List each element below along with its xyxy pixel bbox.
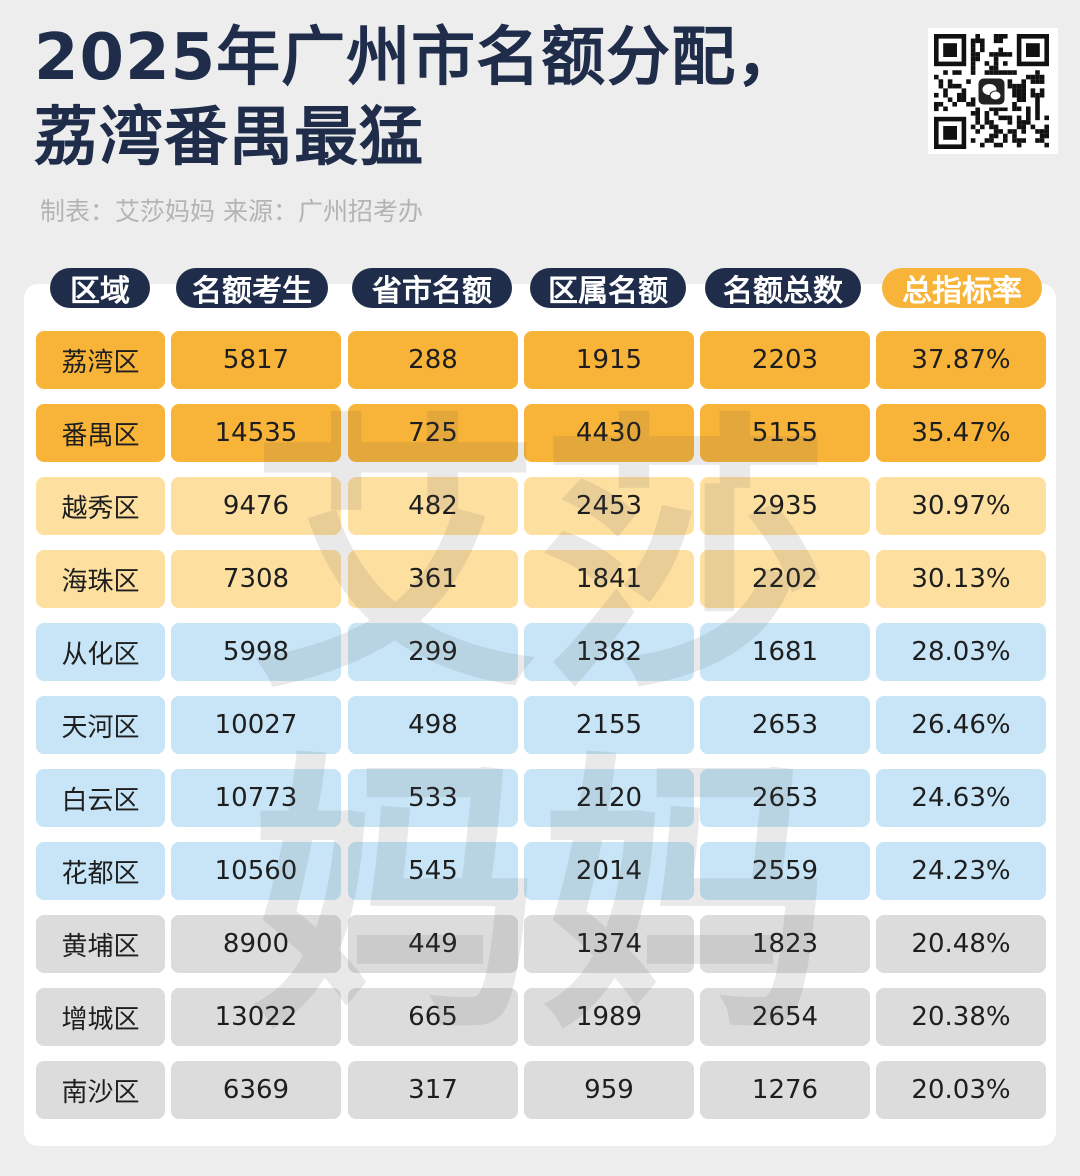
- cell-region: 海珠区: [36, 550, 165, 608]
- cell-provincial-quota: 545: [348, 842, 518, 900]
- cell-quota-rate: 24.63%: [876, 769, 1046, 827]
- source-credit: 制表：艾莎妈妈 来源：广州招考办: [40, 197, 423, 226]
- cell-total-quota: 2654: [700, 988, 870, 1046]
- cell-provincial-quota: 482: [348, 477, 518, 535]
- cell-provincial-quota: 533: [348, 769, 518, 827]
- cell-district-quota: 1915: [524, 331, 694, 389]
- cell-provincial-quota: 317: [348, 1061, 518, 1119]
- cell-total-quota: 1276: [700, 1061, 870, 1119]
- header-district-quota: 区属名额: [530, 268, 686, 309]
- cell-provincial-quota: 665: [348, 988, 518, 1046]
- cell-quota-rate: 24.23%: [876, 842, 1046, 900]
- cell-quota-rate: 20.38%: [876, 988, 1046, 1046]
- cell-total-quota: 2653: [700, 769, 870, 827]
- cell-quota-rate: 35.47%: [876, 404, 1046, 462]
- cell-region: 白云区: [36, 769, 165, 827]
- cell-region: 黄埔区: [36, 915, 165, 973]
- cell-exam-takers: 7308: [171, 550, 341, 608]
- header-provincial-quota: 省市名额: [352, 268, 512, 309]
- header-region: 区域: [50, 268, 150, 309]
- cell-exam-takers: 10027: [171, 696, 341, 754]
- cell-quota-rate: 20.03%: [876, 1061, 1046, 1119]
- cell-district-quota: 2014: [524, 842, 694, 900]
- cell-exam-takers: 10560: [171, 842, 341, 900]
- cell-total-quota: 2202: [700, 550, 870, 608]
- cell-exam-takers: 5998: [171, 623, 341, 681]
- cell-district-quota: 2453: [524, 477, 694, 535]
- cell-district-quota: 1841: [524, 550, 694, 608]
- cell-district-quota: 2120: [524, 769, 694, 827]
- cell-total-quota: 5155: [700, 404, 870, 462]
- cell-quota-rate: 26.46%: [876, 696, 1046, 754]
- title-line-2: 荔湾番禺最猛: [34, 101, 424, 175]
- cell-district-quota: 4430: [524, 404, 694, 462]
- cell-quota-rate: 37.87%: [876, 331, 1046, 389]
- cell-quota-rate: 30.97%: [876, 477, 1046, 535]
- wechat-qr-code-icon: [928, 28, 1058, 154]
- cell-provincial-quota: 288: [348, 331, 518, 389]
- cell-region: 从化区: [36, 623, 165, 681]
- cell-quota-rate: 20.48%: [876, 915, 1046, 973]
- cell-exam-takers: 9476: [171, 477, 341, 535]
- cell-quota-rate: 28.03%: [876, 623, 1046, 681]
- title-line-1: 2025年广州市名额分配，: [34, 21, 802, 95]
- cell-total-quota: 2935: [700, 477, 870, 535]
- cell-district-quota: 2155: [524, 696, 694, 754]
- cell-region: 天河区: [36, 696, 165, 754]
- cell-total-quota: 2653: [700, 696, 870, 754]
- cell-exam-takers: 13022: [171, 988, 341, 1046]
- cell-region: 越秀区: [36, 477, 165, 535]
- cell-exam-takers: 10773: [171, 769, 341, 827]
- cell-provincial-quota: 361: [348, 550, 518, 608]
- cell-region: 荔湾区: [36, 331, 165, 389]
- header-total-quota: 名额总数: [705, 268, 861, 309]
- cell-district-quota: 1374: [524, 915, 694, 973]
- header-exam-takers: 名额考生: [176, 268, 328, 309]
- cell-exam-takers: 6369: [171, 1061, 341, 1119]
- cell-provincial-quota: 299: [348, 623, 518, 681]
- cell-exam-takers: 14535: [171, 404, 341, 462]
- cell-exam-takers: 5817: [171, 331, 341, 389]
- cell-region: 花都区: [36, 842, 165, 900]
- cell-district-quota: 1989: [524, 988, 694, 1046]
- cell-quota-rate: 30.13%: [876, 550, 1046, 608]
- cell-total-quota: 2559: [700, 842, 870, 900]
- page-title: 2025年广州市名额分配， 荔湾番禺最猛: [34, 18, 894, 178]
- cell-region: 番禺区: [36, 404, 165, 462]
- cell-total-quota: 2203: [700, 331, 870, 389]
- cell-district-quota: 959: [524, 1061, 694, 1119]
- cell-region: 南沙区: [36, 1061, 165, 1119]
- cell-exam-takers: 8900: [171, 915, 341, 973]
- cell-region: 增城区: [36, 988, 165, 1046]
- cell-provincial-quota: 449: [348, 915, 518, 973]
- header-quota-rate: 总指标率: [882, 268, 1042, 309]
- cell-district-quota: 1382: [524, 623, 694, 681]
- cell-provincial-quota: 498: [348, 696, 518, 754]
- cell-total-quota: 1681: [700, 623, 870, 681]
- cell-provincial-quota: 725: [348, 404, 518, 462]
- cell-total-quota: 1823: [700, 915, 870, 973]
